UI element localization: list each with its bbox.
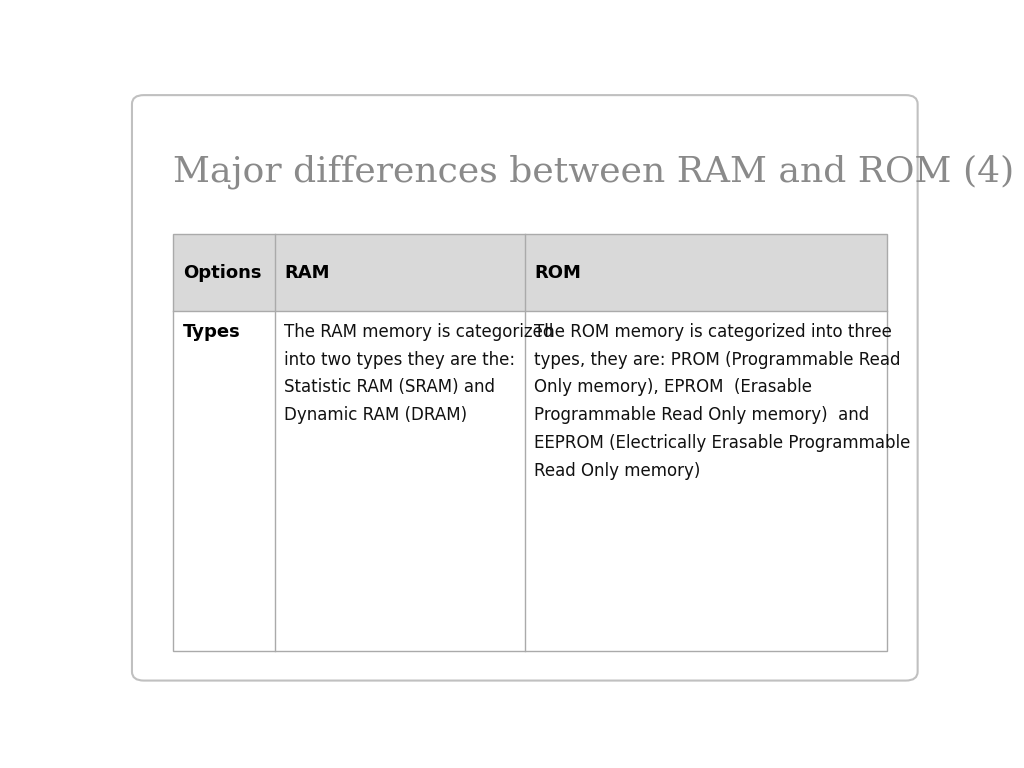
Bar [173, 234, 888, 311]
Text: Programmable Read Only memory)  and: Programmable Read Only memory) and [535, 406, 869, 424]
Text: Major differences between RAM and ROM (4): Major differences between RAM and ROM (4… [173, 154, 1015, 189]
Text: Options: Options [182, 263, 261, 282]
Text: Read Only memory): Read Only memory) [535, 462, 700, 480]
FancyBboxPatch shape [132, 95, 918, 680]
Text: The RAM memory is categorized: The RAM memory is categorized [285, 323, 554, 341]
Text: Only memory), EPROM  (Erasable: Only memory), EPROM (Erasable [535, 379, 812, 396]
Text: Statistic RAM (SRAM) and: Statistic RAM (SRAM) and [285, 379, 496, 396]
Text: RAM: RAM [285, 263, 330, 282]
Text: types, they are: PROM (Programmable Read: types, they are: PROM (Programmable Read [535, 350, 901, 369]
Text: The ROM memory is categorized into three: The ROM memory is categorized into three [535, 323, 892, 341]
Bar [173, 311, 888, 651]
Text: into two types they are the:: into two types they are the: [285, 350, 515, 369]
Text: ROM: ROM [535, 263, 582, 282]
Bar [173, 234, 888, 651]
Text: EEPROM (Electrically Erasable Programmable: EEPROM (Electrically Erasable Programmab… [535, 434, 910, 452]
Text: Dynamic RAM (DRAM): Dynamic RAM (DRAM) [285, 406, 468, 424]
Text: Types: Types [182, 323, 241, 341]
